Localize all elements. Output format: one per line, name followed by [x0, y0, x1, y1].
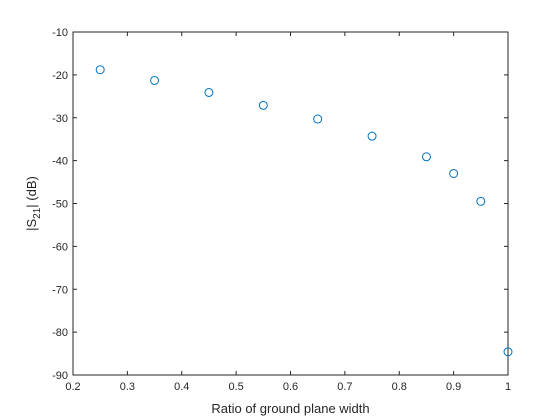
y-tick-label: -30: [52, 113, 68, 125]
y-tick-label: -40: [52, 156, 68, 168]
data-point-marker: [476, 196, 486, 206]
x-tick-label: 0.3: [120, 381, 135, 393]
y-axis-label-subscript: 21: [32, 207, 43, 219]
x-axis-ticks: 0.2 0.3 0.4 0.5 0.6 0.7 0.8 0.9 1: [65, 32, 511, 393]
data-point-marker: [503, 347, 513, 357]
x-tick-label: 0.6: [283, 381, 298, 393]
x-tick-label: 0.7: [337, 381, 352, 393]
x-tick-label: 0.2: [65, 381, 80, 393]
y-tick-label: -90: [52, 370, 68, 382]
data-point-marker: [95, 65, 105, 75]
x-tick-label: 0.4: [174, 381, 189, 393]
y-tick-label: -10: [52, 27, 68, 39]
data-point-marker: [258, 100, 268, 110]
x-tick-label: 0.8: [392, 381, 407, 393]
y-axis-label-prefix: |S: [24, 218, 39, 230]
y-tick-label: -70: [52, 284, 68, 296]
y-tick-label: -80: [52, 327, 68, 339]
data-point-marker: [421, 152, 431, 162]
y-tick-label: -50: [52, 199, 68, 211]
x-tick-label: 0.5: [228, 381, 243, 393]
y-axis-label-suffix: | (dB): [24, 176, 39, 208]
data-point-marker: [204, 87, 214, 97]
data-point-marker: [313, 114, 323, 124]
plot-area: [73, 32, 508, 375]
x-axis-label: Ratio of ground plane width: [211, 401, 369, 416]
y-axis-label: |S21| (dB): [24, 176, 43, 231]
data-point-marker: [150, 75, 160, 85]
y-axis-ticks: -10 -20 -30 -40 -50 -60 -70 -80 -90: [52, 27, 508, 382]
x-tick-label: 0.9: [446, 381, 461, 393]
y-tick-label: -60: [52, 241, 68, 253]
y-tick-label: -20: [52, 70, 68, 82]
data-series: [95, 65, 513, 357]
data-point-marker: [367, 131, 377, 141]
data-point-marker: [449, 168, 459, 178]
x-tick-label: 1: [505, 381, 511, 393]
